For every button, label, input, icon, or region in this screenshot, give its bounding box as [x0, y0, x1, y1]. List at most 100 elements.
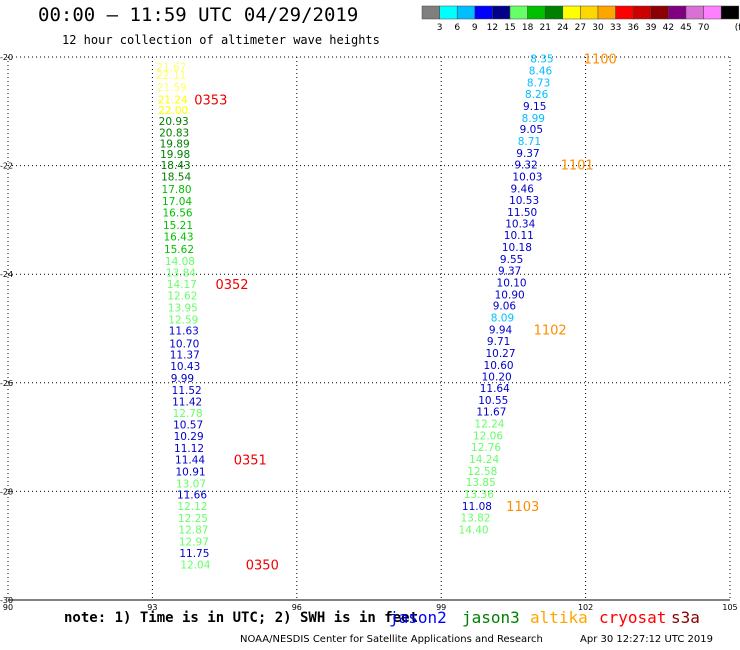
legend-label: 15: [504, 23, 515, 33]
wave-height-point: 21.59: [157, 82, 187, 94]
wave-height-point: 9.99: [171, 373, 194, 385]
time-markers: 0353 0352 0351 0350 1100 1101 1102 1103: [194, 53, 616, 574]
legend-swatch: [580, 5, 599, 20]
legend-swatch: [668, 5, 687, 20]
time-marker: 0352: [215, 278, 248, 293]
wave-height-point: 9.37: [516, 148, 539, 160]
y-tick-label: -20: [0, 53, 13, 62]
wave-height-point: 13.07: [176, 478, 206, 490]
wave-height-point: 10.91: [176, 466, 206, 478]
wave-height-point: 12.62: [167, 290, 197, 302]
wave-height-point: 21.67: [156, 62, 186, 74]
wave-height-point: 12.97: [179, 536, 209, 548]
x-tick-label: 105: [722, 603, 737, 612]
wave-height-point: 12.25: [178, 513, 208, 525]
chart-grid: [7, 56, 731, 601]
wave-height-point: 9.32: [514, 160, 537, 172]
legend-label: 24: [557, 23, 569, 33]
wave-height-point: 9.05: [520, 124, 543, 136]
legend-swatch: [421, 5, 440, 20]
wave-height-point: 18.54: [161, 171, 191, 183]
x-tick-label: 102: [578, 603, 593, 612]
wave-height-point: 21.24: [158, 94, 188, 106]
wave-height-point: 9.94: [489, 325, 513, 337]
wave-height-point: 10.34: [505, 219, 535, 231]
wave-height-point: 13.95: [168, 302, 198, 314]
x-tick-label: 90: [3, 603, 13, 612]
wave-height-point: 8.09: [491, 313, 514, 325]
legend-label: 18: [522, 23, 534, 33]
x-tick-label: 99: [436, 603, 446, 612]
legend-swatch: [544, 5, 564, 20]
page-subtitle: 12 hour collection of altimeter wave hei…: [62, 33, 380, 47]
legend-swatch: [509, 5, 528, 20]
wave-height-point: 12.24: [474, 419, 504, 431]
wave-height-point: 16.56: [163, 207, 193, 219]
time-marker: 0350: [246, 559, 279, 574]
wave-height-point: 8.35: [530, 54, 553, 66]
wave-height-point: 22.00: [158, 105, 188, 117]
wave-height-point: 13.36: [464, 489, 494, 501]
wave-height-point: 8.99: [522, 113, 545, 125]
wave-height-point: 12.76: [471, 442, 501, 454]
wave-height-point: 11.66: [177, 490, 207, 502]
wave-height-point: 18.43: [161, 160, 191, 172]
time-marker: 1102: [534, 324, 567, 339]
wave-height-point: 15.21: [163, 220, 193, 232]
legend-label: 42: [663, 23, 674, 33]
wave-height-point: 11.42: [172, 396, 202, 408]
wave-height-point: 10.90: [495, 289, 525, 301]
wave-height-point: 10.03: [512, 171, 542, 183]
wave-height-point: 10.43: [170, 361, 200, 373]
page-title: 00:00 – 11:59 UTC 04/29/2019: [38, 4, 359, 26]
wave-height-point: 19.89: [160, 138, 190, 150]
wave-height-point: 9.37: [498, 265, 521, 277]
wave-height-point: 9.71: [487, 336, 510, 348]
time-marker: 1101: [561, 159, 594, 174]
legend-swatch: [632, 5, 652, 20]
wave-height-point: 10.60: [484, 360, 514, 372]
wave-height-point: 11.08: [462, 501, 492, 513]
wave-height-point: 12.59: [168, 314, 198, 326]
wave-height-point: 22.11: [156, 70, 186, 82]
wave-height-point: 10.10: [497, 277, 527, 289]
wave-height-point: 14.24: [469, 454, 499, 466]
wave-height-point: 10.20: [482, 371, 512, 383]
legend-label: 27: [575, 23, 586, 33]
mission-label: jason3: [462, 608, 520, 627]
legend-swatch: [562, 5, 581, 20]
wave-height-point: 10.70: [169, 339, 199, 351]
wave-height-point: 11.44: [175, 454, 205, 466]
wave-height-point: 10.18: [502, 242, 532, 254]
x-tick-label: 96: [292, 603, 302, 612]
legend-label: 36: [627, 23, 639, 33]
wave-height-points: 21.6722.1121.5921.2422.0020.9320.8319.89…: [156, 54, 553, 572]
wave-height-point: 9.55: [500, 254, 523, 266]
wave-height-point: 11.37: [170, 350, 200, 362]
time-marker: 1100: [584, 53, 617, 68]
wave-height-point: 14.40: [459, 524, 489, 536]
wave-height-point: 12.06: [473, 430, 503, 442]
time-marker: 1103: [506, 500, 539, 515]
legend-swatch: [685, 5, 704, 20]
wave-height-point: 13.82: [460, 512, 490, 524]
legend-swatch: [720, 5, 740, 20]
wave-height-point: 8.46: [529, 66, 553, 78]
wave-height-point: 11.12: [174, 443, 204, 455]
mission-label: s3a: [671, 608, 700, 627]
wave-height-point: 12.87: [178, 524, 208, 536]
y-tick-label: -24: [0, 270, 13, 279]
wave-height-point: 12.04: [180, 560, 210, 572]
wave-height-point: 9.46: [511, 183, 535, 195]
wave-height-point: 11.63: [169, 326, 199, 338]
legend-label: 30: [592, 23, 604, 33]
wave-height-point: 13.84: [166, 268, 196, 280]
y-tick-label: -26: [0, 379, 13, 388]
wave-height-point: 11.67: [476, 407, 506, 419]
wave-height-point: 11.52: [172, 385, 202, 397]
wave-height-point: 20.83: [159, 127, 189, 139]
legend-label: 9: [472, 23, 478, 33]
legend-swatch: [527, 5, 546, 20]
